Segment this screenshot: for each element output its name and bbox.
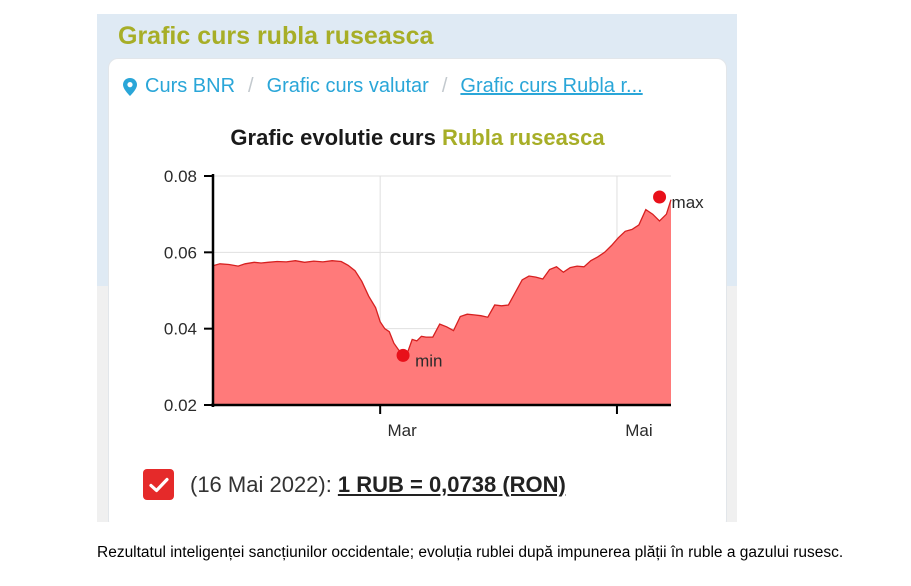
y-tick-label: 0.04 <box>164 320 197 339</box>
y-tick-label: 0.06 <box>164 243 197 262</box>
breadcrumb: Curs BNR / Grafic curs valutar / Grafic … <box>123 75 706 98</box>
chart-title-currency: Rubla ruseasca <box>441 125 605 150</box>
breadcrumb-separator: / <box>441 75 448 97</box>
screenshot: Grafic curs rubla ruseasca Curs BNR / Gr… <box>97 14 737 522</box>
checkbox[interactable] <box>143 469 174 500</box>
y-tick-label: 0.02 <box>164 396 197 415</box>
breadcrumb-separator: / <box>248 75 254 97</box>
rate-date: (16 Mai 2022): <box>190 471 332 497</box>
chart-title: Grafic evolutie curs Rubla ruseasca <box>109 125 726 151</box>
series-line <box>212 199 672 357</box>
rate-value[interactable]: 1 RUB = 0,0738 (RON) <box>337 471 566 497</box>
image-caption: Rezultatul inteligenței sancțiunilor occ… <box>97 544 844 561</box>
max-marker <box>653 190 667 204</box>
chart-title-prefix: Grafic evolutie curs <box>230 125 442 150</box>
max-label: max <box>672 193 705 212</box>
min-marker <box>396 348 410 362</box>
rate-chart: 0.02 0.04 0.06 0.08 Mar Mai min max <box>164 167 705 440</box>
x-tick-label: Mar <box>388 421 418 440</box>
chart-card: Curs BNR / Grafic curs valutar / Grafic … <box>108 58 727 522</box>
breadcrumb-link-curs-bnr[interactable]: Curs BNR <box>145 75 236 97</box>
checkmark-icon <box>148 477 169 492</box>
min-label: min <box>415 351 442 370</box>
y-tick-label: 0.08 <box>164 167 197 186</box>
page-heading: Grafic curs rubla ruseasca <box>118 22 434 50</box>
breadcrumb-link-grafic-curs-valutar[interactable]: Grafic curs valutar <box>266 75 429 97</box>
series-area <box>213 199 671 405</box>
x-tick-label: Mai <box>625 421 652 440</box>
current-rate: (16 Mai 2022): 1 RUB = 0,0738 (RON) <box>143 469 566 500</box>
map-pin-icon <box>123 77 137 96</box>
